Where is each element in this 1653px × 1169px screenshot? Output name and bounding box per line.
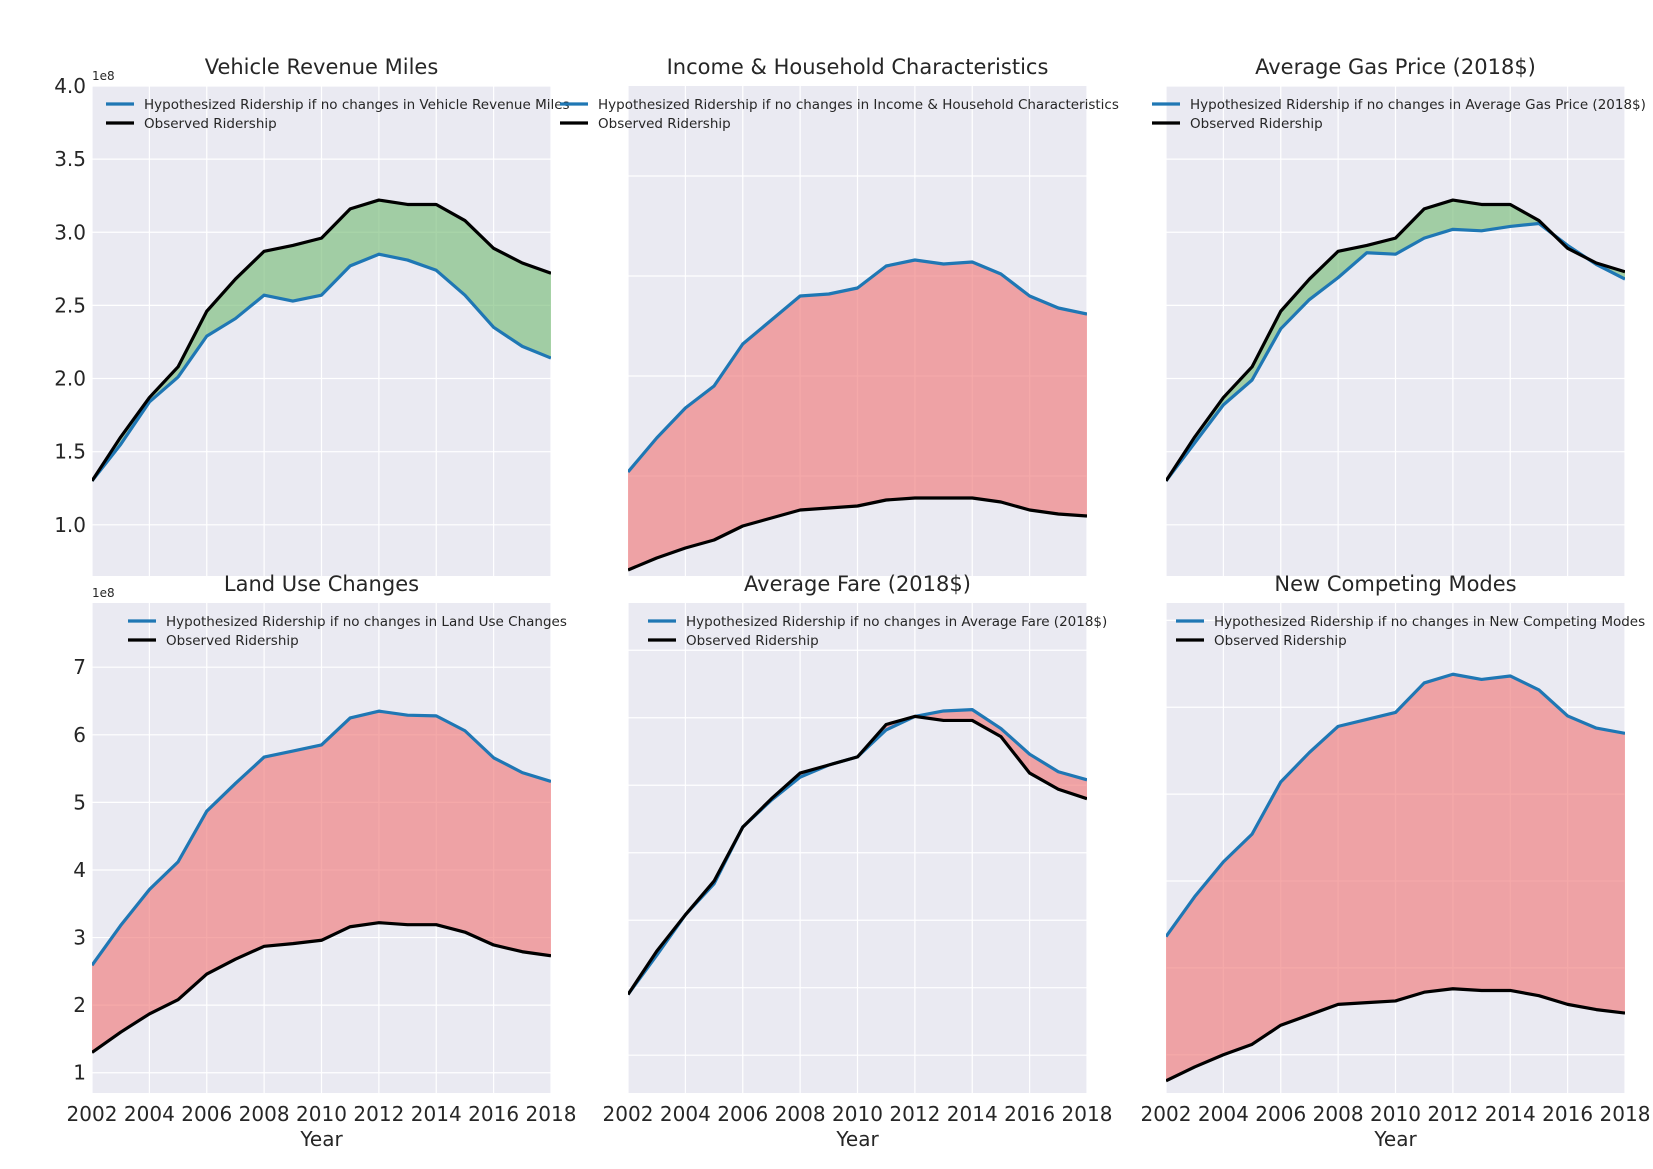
x-tick-label: 2006 (181, 1102, 232, 1126)
legend: Hypothesized Ridership if no changes in … (648, 614, 1107, 649)
subplot-title: Vehicle Revenue Miles (205, 55, 439, 79)
fill-between-area (628, 260, 1087, 570)
x-tick-label: 2012 (353, 1102, 404, 1126)
legend-entry: Hypothesized Ridership if no changes in … (686, 614, 1107, 630)
x-tick-label: 2012 (1427, 1102, 1478, 1126)
x-tick-label: 2010 (296, 1102, 347, 1126)
subplot-1: Vehicle Revenue Miles 1.0 1.5 2.0 2.5 3.0 3.5 4… (54, 55, 570, 576)
axis-offset-label: 1e8 (92, 69, 115, 83)
legend-entry: Hypothesized Ridership if no changes in … (1190, 97, 1646, 113)
y-tick-label: 6 (73, 723, 86, 747)
legend-entry: Observed Ridership (686, 633, 819, 649)
fill-between-area (92, 711, 551, 1053)
subplot-title: New Competing Modes (1274, 572, 1516, 596)
legend-entry: Hypothesized Ridership if no changes in … (1214, 614, 1645, 630)
y-tick-label: 1.0 (54, 513, 86, 537)
subplot-title: Average Gas Price (2018$) (1255, 55, 1536, 79)
y-tick-label: 2.5 (54, 293, 86, 317)
x-tick-label: 2004 (1198, 1102, 1249, 1126)
x-axis-label: Year (1373, 1127, 1417, 1151)
x-tick-label: 2008 (775, 1102, 826, 1126)
legend-entry: Observed Ridership (144, 116, 277, 132)
hypothesized-ridership-line (92, 252, 551, 482)
subplot-3: Average Gas Price (2018$) Hypothesized Ri… (1152, 55, 1646, 576)
x-tick-label: 2016 (1542, 1102, 1593, 1126)
subplot-title: Average Fare (2018$) (744, 572, 971, 596)
y-tick-label: 2.0 (54, 367, 86, 391)
x-tick-label: 2010 (832, 1102, 883, 1126)
x-axis-label: Year (299, 1127, 343, 1151)
legend: Hypothesized Ridership if no changes in … (560, 97, 1119, 132)
observed-ridership-line (1166, 987, 1625, 1083)
legend-entry: Hypothesized Ridership if no changes in … (598, 97, 1119, 113)
observed-ridership-line (92, 198, 551, 482)
x-tick-label: 2014 (947, 1102, 998, 1126)
subplot-5: Average Fare (2018$) 2002 2004 2006 2008 2010… (603, 572, 1113, 1151)
x-tick-label: 2008 (1313, 1102, 1364, 1126)
x-tick-label: 2016 (468, 1102, 519, 1126)
legend-entry: Observed Ridership (1190, 116, 1323, 132)
x-tick-label: 2004 (660, 1102, 711, 1126)
x-tick-label: 2014 (1485, 1102, 1536, 1126)
x-tick-label: 2012 (889, 1102, 940, 1126)
hypothesized-ridership-line (92, 709, 551, 967)
fill-between-area (1166, 674, 1625, 1081)
hypothesized-ridership-line (1166, 672, 1625, 938)
observed-ridership-line (628, 714, 1087, 996)
legend-entry: Observed Ridership (166, 633, 299, 649)
x-tick-label: 2002 (1141, 1102, 1192, 1126)
y-tick-label: 2 (73, 993, 86, 1017)
subplot-title: Land Use Changes (224, 572, 419, 596)
axis-offset-label: 1e8 (92, 586, 115, 600)
observed-ridership-line (1166, 198, 1625, 482)
y-tick-label: 3.0 (54, 220, 86, 244)
y-tick-label: 5 (73, 790, 86, 814)
x-axis-label: Year (835, 1127, 879, 1151)
x-tick-label: 2018 (1600, 1102, 1651, 1126)
observed-ridership-line (92, 921, 551, 1054)
observed-ridership-line (628, 496, 1087, 572)
x-tick-label: 2002 (67, 1102, 118, 1126)
legend-entry: Hypothesized Ridership if no changes in … (144, 97, 570, 113)
y-tick-label: 4.0 (54, 74, 86, 98)
subplot-2: Income & Household Characteristics Hypoth… (560, 55, 1119, 576)
x-tick-label: 2008 (239, 1102, 290, 1126)
subplot-title: Income & Household Characteristics (667, 55, 1049, 79)
legend: Hypothesized Ridership if no changes in … (128, 614, 567, 649)
x-tick-label: 2006 (1255, 1102, 1306, 1126)
y-tick-label: 1 (73, 1061, 86, 1085)
x-tick-label: 2018 (1062, 1102, 1113, 1126)
x-tick-label: 2016 (1004, 1102, 1055, 1126)
legend: Hypothesized Ridership if no changes in … (1152, 97, 1646, 132)
x-tick-label: 2018 (526, 1102, 577, 1126)
x-tick-label: 2014 (411, 1102, 462, 1126)
y-tick-label: 3 (73, 926, 86, 950)
legend-entry: Hypothesized Ridership if no changes in … (166, 614, 567, 630)
x-tick-label: 2010 (1370, 1102, 1421, 1126)
x-tick-label: 2006 (717, 1102, 768, 1126)
y-tick-label: 1.5 (54, 440, 86, 464)
hypothesized-ridership-line (628, 258, 1087, 474)
x-tick-label: 2004 (124, 1102, 175, 1126)
x-tick-label: 2002 (603, 1102, 654, 1126)
y-tick-label: 3.5 (54, 147, 86, 171)
legend: Hypothesized Ridership if no changes in … (106, 97, 570, 132)
y-tick-label: 7 (73, 655, 86, 679)
legend-entry: Observed Ridership (1214, 633, 1347, 649)
y-tick-label: 4 (73, 858, 86, 882)
legend: Hypothesized Ridership if no changes in … (1176, 614, 1645, 649)
legend-entry: Observed Ridership (598, 116, 731, 132)
